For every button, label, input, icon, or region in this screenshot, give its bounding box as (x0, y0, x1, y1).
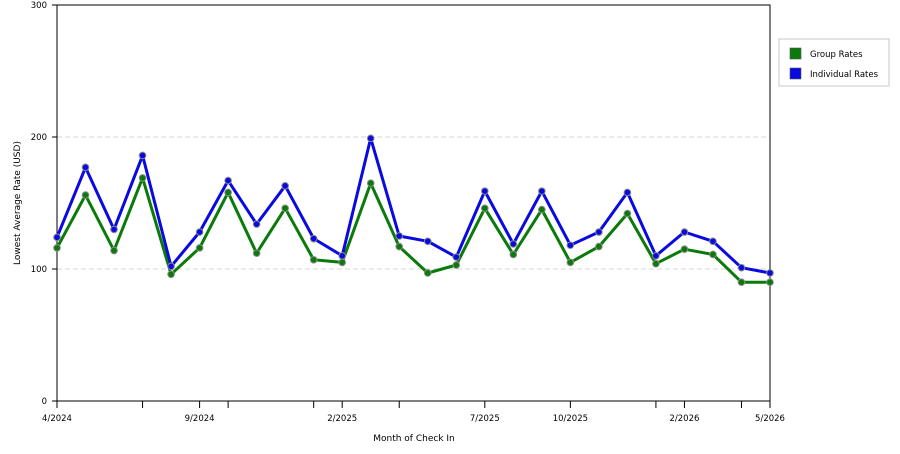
data-point-group-rates-12 (395, 242, 404, 251)
x-tick-label-2-2026: 2/2026 (669, 414, 699, 424)
data-point-group-rates-9 (309, 255, 318, 264)
data-point-group-rates-14 (452, 261, 461, 269)
data-point-individual-rates-25 (766, 269, 774, 277)
data-point-individual-rates-22 (680, 228, 689, 236)
data-point-individual-rates-20 (623, 188, 632, 197)
x-tick-label-5-2026: 5/2026 (755, 414, 785, 424)
data-point-group-rates-6 (224, 188, 232, 197)
data-point-group-rates-16 (509, 250, 518, 259)
y-tick-label-0: 0 (42, 397, 47, 407)
series-individual-rates (53, 134, 774, 277)
data-point-individual-rates-24 (737, 263, 746, 272)
data-point-group-rates-22 (680, 245, 689, 253)
data-point-individual-rates-15 (481, 187, 489, 195)
data-point-group-rates-20 (623, 209, 632, 218)
y-tick-label-100: 100 (31, 265, 47, 275)
data-point-group-rates-23 (709, 250, 717, 259)
x-axis-title: Month of Check In (373, 434, 455, 444)
y-axis-title: Lowest Average Rate (USD) (13, 141, 23, 265)
data-point-individual-rates-10 (338, 252, 347, 260)
x-tick-label-7-2025: 7/2025 (470, 414, 500, 424)
data-point-individual-rates-9 (309, 234, 318, 243)
data-point-individual-rates-12 (395, 232, 404, 240)
data-point-group-rates-11 (366, 179, 375, 187)
data-point-group-rates-17 (538, 205, 546, 214)
data-point-individual-rates-18 (566, 241, 575, 250)
legend-label-group-rates: Group Rates (810, 50, 863, 60)
legend-swatch-individual-rates (789, 67, 802, 80)
y-axis-ticks: 0 100 200 300 (31, 1, 57, 407)
data-point-group-rates-2 (110, 246, 118, 255)
data-point-individual-rates-7 (252, 220, 261, 228)
data-point-individual-rates-4 (167, 262, 175, 271)
data-point-individual-rates-21 (652, 252, 660, 260)
data-point-individual-rates-6 (224, 176, 232, 185)
x-tick-label-4-2024: 4/2024 (42, 414, 72, 424)
data-point-group-rates-15 (481, 204, 489, 213)
data-point-group-rates-18 (566, 258, 575, 267)
x-tick-label-2-2025: 2/2025 (327, 414, 357, 424)
series-line-group-rates (55, 176, 772, 284)
data-point-group-rates-1 (81, 191, 90, 199)
data-point-group-rates-3 (138, 174, 147, 182)
x-tick-label-10-2025: 10/2025 (553, 414, 588, 424)
data-point-group-rates-5 (195, 244, 204, 252)
data-point-group-rates-19 (595, 242, 603, 251)
data-point-individual-rates-19 (595, 228, 603, 236)
data-point-individual-rates-13 (423, 237, 432, 246)
y-tick-label-200: 200 (31, 133, 47, 143)
data-point-group-rates-25 (766, 278, 774, 287)
data-point-group-rates-13 (423, 269, 432, 277)
x-tick-label-9-2024: 9/2024 (185, 414, 215, 424)
plot-frame (56, 4, 771, 402)
data-point-individual-rates-1 (81, 163, 90, 172)
data-point-individual-rates-3 (138, 151, 147, 160)
data-point-group-rates-0 (53, 244, 61, 252)
legend-label-individual-rates: Individual Rates (810, 70, 879, 80)
gridlines (57, 136, 770, 270)
series-line-individual-rates (55, 136, 772, 275)
series-group-rates (53, 174, 774, 287)
data-point-individual-rates-11 (366, 134, 375, 143)
data-point-individual-rates-17 (538, 187, 546, 195)
data-point-individual-rates-0 (53, 233, 61, 242)
data-point-individual-rates-5 (195, 228, 204, 236)
legend-swatch-group-rates (789, 47, 802, 60)
data-point-individual-rates-23 (709, 237, 717, 246)
y-tick-label-300: 300 (31, 1, 47, 11)
data-point-individual-rates-2 (110, 225, 118, 234)
legend: Group Rates Individual Rates (778, 38, 890, 87)
data-point-group-rates-10 (338, 258, 347, 267)
series-lines (53, 134, 774, 287)
data-point-group-rates-7 (252, 249, 261, 257)
data-point-group-rates-24 (737, 278, 746, 287)
data-point-individual-rates-8 (281, 182, 289, 190)
data-point-group-rates-8 (281, 204, 289, 213)
data-point-group-rates-4 (167, 270, 175, 279)
data-point-individual-rates-16 (509, 240, 518, 248)
data-point-group-rates-21 (652, 259, 660, 268)
data-point-individual-rates-14 (452, 253, 461, 261)
x-axis-ticks: 4/2024 9/2024 2/2025 7/2025 10/2025 2/2026 5/2… (42, 401, 785, 424)
